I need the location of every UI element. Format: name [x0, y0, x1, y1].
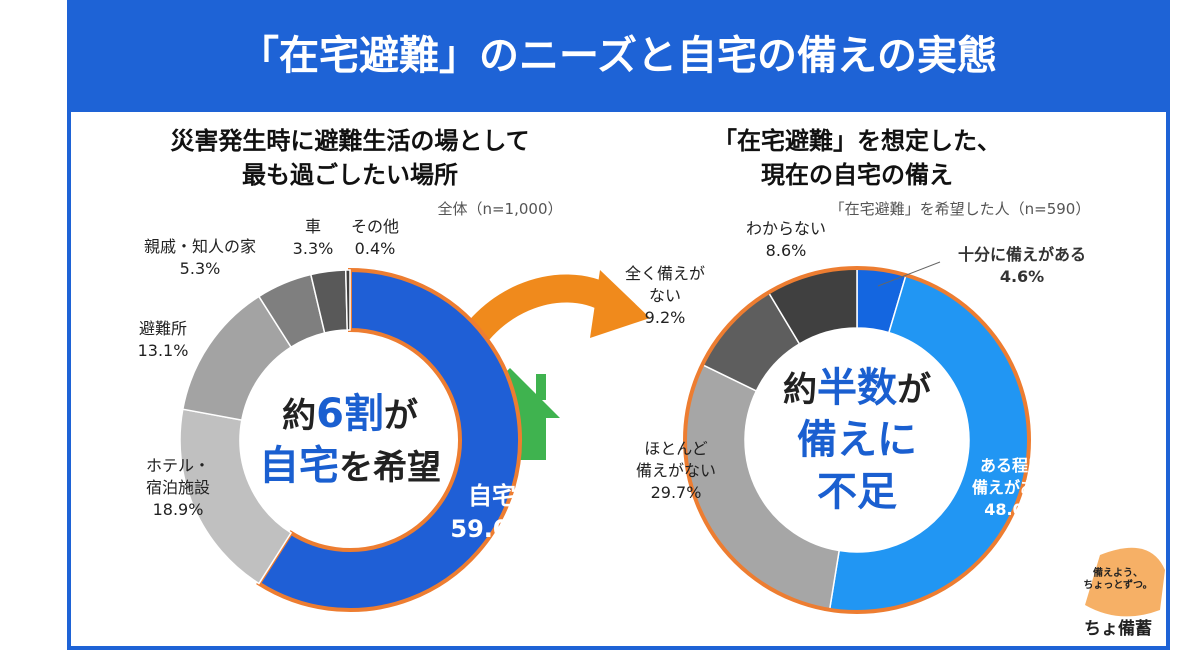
header-banner — [67, 0, 1170, 112]
chart-title: 「在宅避難」を想定した、 — [713, 127, 1001, 155]
chart-subtitle: 「在宅避難」を希望した人（n=590） — [829, 200, 1091, 218]
center-text: 約6割が 自宅を希望 — [259, 388, 441, 492]
logo-name: ちょ備蓄 — [1084, 619, 1152, 639]
donut-segment — [256, 267, 522, 612]
donut-outline — [683, 266, 1031, 614]
category-label: 自宅 — [468, 482, 516, 510]
category-label: わからない — [745, 219, 827, 238]
logo-mark — [1085, 547, 1165, 617]
center-text-part: が — [897, 370, 931, 410]
category-label: 車 — [304, 217, 322, 236]
value-label: 59.0% — [450, 515, 534, 543]
chart-title: 最も過ごしたい場所 — [242, 161, 458, 189]
center-line: 約6割が — [259, 388, 441, 440]
leader-line — [877, 261, 941, 287]
category-label: ほとんど 備えがない — [635, 439, 717, 480]
center-text-part: を希望 — [339, 448, 441, 488]
center-text: 約半数が 備えに 不足 — [783, 362, 931, 518]
center-line: 不足 — [783, 466, 931, 518]
center-text-part: 約 — [783, 370, 817, 410]
center-line: 備えに — [783, 414, 931, 466]
center-text-part: 6割 — [316, 391, 384, 437]
logo-tagline: 備えよう、 ちょっとずつ。 — [1083, 568, 1153, 591]
chart-title: 災害発生時に避難生活の場として — [170, 127, 530, 155]
value-label: 29.7% — [650, 483, 702, 502]
category-label: ある程度 備えがある — [971, 456, 1053, 497]
value-label: 5.3% — [179, 259, 221, 278]
center-text-part: 備えに — [797, 417, 917, 463]
donut-segment — [344, 269, 351, 331]
category-label: 避難所 — [138, 319, 188, 338]
value-label: 8.6% — [765, 241, 807, 260]
value-label: 18.9% — [152, 500, 204, 519]
center-text-part: 半数 — [817, 365, 897, 411]
center-text-part: 不足 — [817, 469, 897, 515]
center-line: 自宅を希望 — [259, 440, 441, 492]
center-text-part: 自宅 — [259, 443, 339, 489]
value-label: 3.3% — [292, 239, 334, 258]
value-label: 13.1% — [137, 341, 189, 360]
category-label: ホテル・ 宿泊施設 — [145, 456, 211, 497]
page-title: 「在宅避難」のニーズと自宅の備えの実態 — [239, 33, 997, 79]
category-label: 十分に備えがある — [957, 245, 1087, 264]
value-label: 48.0% — [984, 500, 1040, 519]
center-text-part: が — [383, 396, 418, 436]
value-label: 4.6% — [999, 267, 1045, 286]
arrow-head — [590, 270, 650, 338]
chart-subtitle: 全体（n=1,000） — [437, 200, 563, 218]
value-label: 0.4% — [354, 239, 396, 258]
chart-title: 現在の自宅の備え — [761, 161, 953, 189]
category-label: 全く備えが ない — [624, 264, 706, 305]
category-label: その他 — [350, 217, 400, 236]
center-text-part: 約 — [282, 396, 317, 436]
center-line: 約半数が — [783, 362, 931, 414]
value-label: 9.2% — [644, 308, 686, 327]
category-label: 親戚・知人の家 — [143, 237, 257, 256]
